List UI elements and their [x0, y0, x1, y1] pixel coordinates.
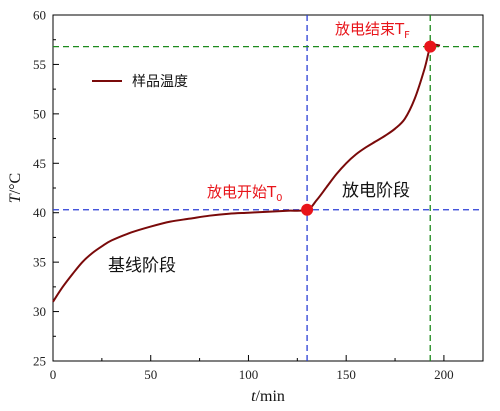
x-tick-label: 100 — [239, 367, 259, 382]
marker-label-discharge-end: 放电结束TF — [335, 20, 410, 41]
y-tick-label: 25 — [33, 354, 46, 369]
y-tick-label: 40 — [33, 205, 46, 220]
x-tick-label: 0 — [50, 367, 57, 382]
x-axis-ticks: 0 50 100 150 200 — [50, 355, 454, 382]
x-tick-label: 50 — [144, 367, 157, 382]
marker-label-discharge-end-main: 放电结束T — [335, 20, 405, 38]
y-tick-label: 35 — [33, 255, 46, 270]
x-axis-title-unit: /min — [256, 388, 285, 405]
legend-entry-label: 样品温度 — [132, 74, 188, 90]
reference-lines — [53, 15, 483, 361]
legend: 样品温度 — [92, 74, 188, 90]
marker-label-discharge-end-sub: F — [404, 30, 410, 41]
x-axis-title-var: t — [251, 388, 256, 405]
y-axis-title-unit: /°C — [7, 173, 24, 195]
y-tick-label: 45 — [33, 156, 46, 171]
marker-point-0 — [301, 203, 314, 216]
x-tick-label: 150 — [336, 367, 356, 382]
marker-point-1 — [424, 40, 437, 53]
marker-label-discharge-start-main: 放电开始T — [207, 183, 277, 201]
markers — [301, 40, 437, 216]
x-tick-label: 200 — [434, 367, 454, 382]
y-axis-ticks: 25 30 35 40 45 50 55 60 — [33, 8, 59, 369]
y-tick-label: 55 — [33, 57, 46, 72]
y-tick-label: 60 — [33, 8, 46, 23]
marker-label-discharge-start: 放电开始T0 — [207, 183, 283, 204]
annotation-discharge-stage: 放电阶段 — [342, 181, 410, 201]
y-tick-label: 30 — [33, 304, 46, 319]
marker-label-discharge-start-sub: 0 — [276, 193, 282, 204]
annotation-baseline-stage: 基线阶段 — [108, 256, 176, 276]
x-axis-title: t/min — [251, 388, 285, 405]
y-axis-title: T/°C — [7, 173, 24, 203]
series-line-sample-temperature — [52, 43, 441, 303]
y-axis-title-var: T — [7, 193, 24, 203]
y-tick-label: 50 — [33, 106, 46, 121]
